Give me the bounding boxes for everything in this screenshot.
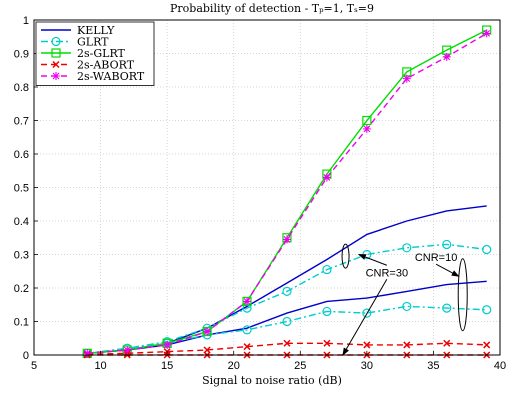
data-point-glrt-cnr-10 [322, 306, 332, 317]
annotation-arrow [342, 279, 388, 356]
series-line-kelly-cnr-30 [87, 205, 487, 354]
y-tick-label: 0.1 [14, 317, 29, 329]
data-point-2s-abort-cnr-30 [363, 341, 371, 349]
annotation-ellipse [341, 243, 350, 269]
y-tick-label: 1 [23, 15, 29, 27]
legend-marker [52, 60, 60, 69]
x-tick-label: 40 [494, 360, 506, 372]
x-tick-label: 10 [94, 360, 106, 372]
y-tick-label: 0.3 [14, 250, 29, 262]
data-point-glrt-cnr-10 [242, 325, 252, 335]
series-2s-wabort [83, 29, 491, 358]
data-point-2s-wabort [163, 340, 172, 349]
annotation-label: CNR=30 [366, 267, 409, 279]
annotation-cnr-30: CNR=30 [341, 243, 409, 356]
data-point-glrt-cnr-30 [322, 264, 332, 275]
legend-marker [51, 36, 61, 47]
data-point-2s-wabort [123, 345, 132, 354]
data-point-2s-wabort [322, 173, 331, 182]
legend-label: GLRT [77, 36, 109, 49]
y-tick-label: 0.6 [14, 149, 29, 161]
series-glrt-cnr-10 [82, 301, 492, 358]
data-point-2s-wabort [362, 124, 371, 133]
data-point-2s-wabort [282, 235, 291, 244]
data-point-glrt-cnr-10 [482, 305, 492, 315]
data-point-glrt-cnr-30 [402, 243, 412, 253]
legend-label: 2s-GLRT [77, 47, 126, 60]
x-tick-label: 30 [361, 360, 373, 372]
x-tick-label: 20 [228, 360, 240, 372]
series-kelly-cnr-10 [87, 280, 487, 354]
data-point-2s-abort-cnr-30 [483, 341, 491, 349]
data-point-glrt-cnr-30 [282, 286, 292, 296]
x-tick-label: 15 [161, 360, 173, 372]
annotation-cnr-10: CNR=10 [415, 252, 468, 332]
data-point-2s-abort-cnr-30 [283, 339, 291, 347]
series-line-glrt-cnr-30 [87, 243, 487, 354]
data-point-2s-wabort [442, 52, 451, 61]
legend-entry-2s-glrt: 2s-GLRT [41, 47, 126, 60]
annotation-layer: CNR=30 CNR=10 [341, 243, 468, 356]
data-point-glrt-cnr-10 [282, 316, 292, 327]
data-point-2s-abort-cnr-30 [403, 341, 411, 349]
data-point-glrt-cnr-10 [442, 303, 452, 313]
data-point-glrt-cnr-10 [402, 301, 412, 312]
series-line-kelly-cnr-10 [87, 280, 487, 354]
data-point-2s-wabort [83, 349, 92, 358]
annotation-arrow [435, 263, 460, 277]
data-point-glrt-cnr-30 [442, 239, 452, 250]
y-tick-label: 0.7 [14, 116, 29, 128]
y-tick-label: 0 [23, 350, 29, 362]
data-point-glrt-cnr-10 [362, 308, 372, 318]
y-tick-label: 0.8 [14, 82, 29, 94]
series-line-2s-wabort [87, 32, 488, 354]
legend-marker [51, 48, 61, 58]
y-tick-label: 0.5 [14, 183, 29, 195]
legend-label: KELLY [77, 24, 115, 37]
x-tick-label: 25 [294, 360, 306, 372]
y-tick-label: 0.4 [14, 216, 29, 228]
chart-title: Probability of detection - Tₚ=1, Tₛ=9 [170, 2, 374, 15]
legend-entry-2s-wabort: 2s-WABORT [41, 70, 145, 83]
x-tick-label: 5 [31, 360, 37, 372]
data-point-glrt-cnr-30 [482, 244, 492, 255]
data-point-2s-abort-cnr-30 [443, 339, 451, 347]
legend-entry-kelly: KELLY [41, 24, 115, 37]
x-axis-label: Signal to noise ratio (dB) [202, 374, 342, 387]
legend-label: 2s-WABORT [77, 70, 145, 83]
data-point-2s-wabort [203, 327, 212, 336]
data-point-2s-wabort [243, 297, 252, 306]
data-point-2s-wabort [402, 74, 411, 83]
legend-entry-glrt: GLRT [41, 36, 109, 49]
legend-label: 2s-ABORT [77, 59, 135, 72]
data-point-2s-glrt [362, 115, 372, 126]
x-tick-label: 35 [427, 360, 439, 372]
annotation-ellipse [457, 258, 468, 332]
grid-lines [34, 20, 500, 355]
legend-entry-2s-abort: 2s-ABORT [41, 59, 135, 72]
series-kelly-cnr-30 [87, 205, 487, 354]
tick-layer: 5 10 15 20 25 30 35 40 0 0.1 0.2 0.3 0.4 0.5 0.6 0.7 0.8… [14, 15, 506, 372]
legend-marker [52, 72, 60, 80]
y-tick-label: 0.9 [14, 49, 29, 61]
data-point-2s-wabort [482, 29, 491, 38]
y-tick-label: 0.2 [14, 283, 29, 295]
data-point-2s-abort-cnr-30 [243, 343, 251, 351]
data-point-2s-abort-cnr-30 [323, 339, 331, 347]
annotation-label: CNR=10 [415, 252, 458, 264]
annotation-arrow [357, 254, 388, 266]
